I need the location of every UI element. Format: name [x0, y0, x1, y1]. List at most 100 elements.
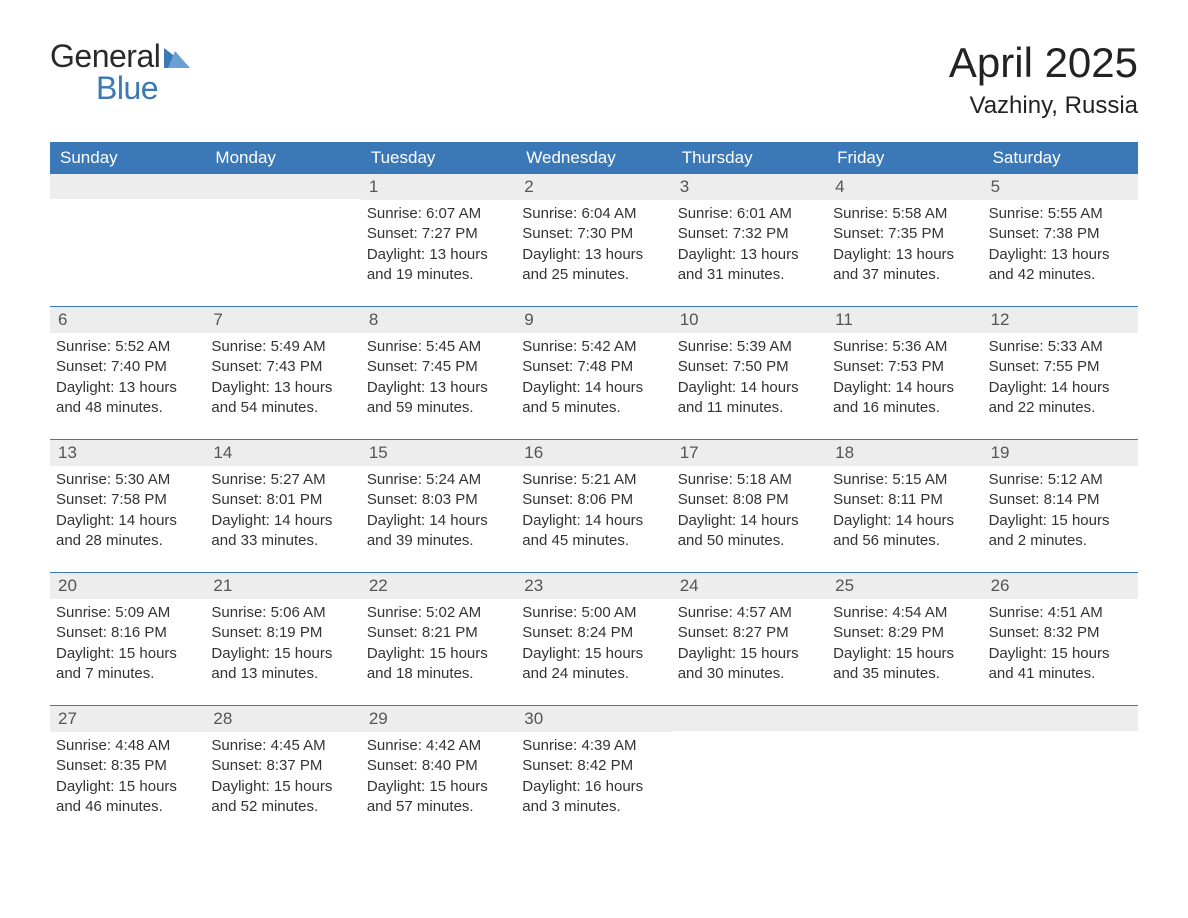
calendar-cell: 25Sunrise: 4:54 AMSunset: 8:29 PMDayligh…	[827, 573, 982, 691]
calendar-cell: 4Sunrise: 5:58 AMSunset: 7:35 PMDaylight…	[827, 174, 982, 292]
cell-body: Sunrise: 5:45 AMSunset: 7:45 PMDaylight:…	[361, 333, 516, 422]
calendar-cell: 18 Sunrise: 5:15 AMSunset: 8:11 PMDayligh…	[827, 440, 982, 558]
cell-sunset: Sunset: 8:37 PM	[211, 756, 354, 776]
cell-daylight2: and 3 minutes.	[522, 797, 665, 817]
cell-daylight2: and 18 minutes.	[367, 664, 510, 684]
cell-sunrise: Sunrise: 5:02 AM	[367, 603, 510, 623]
cell-sunrise: Sunrise: 4:48 AM	[56, 736, 199, 756]
calendar-cell: 12Sunrise: 5:33 AMSunset: 7:55 PMDayligh…	[983, 307, 1138, 425]
cell-daylight1: Daylight: 14 hours	[833, 511, 976, 531]
cell-daylight2: and 11 minutes.	[678, 398, 821, 418]
cell-daylight2: and 48 minutes.	[56, 398, 199, 418]
cell-sunset: Sunset: 8:16 PM	[56, 623, 199, 643]
calendar-cell: 1Sunrise: 6:07 AMSunset: 7:27 PMDaylight…	[361, 174, 516, 292]
location-label: Vazhiny, Russia	[949, 92, 1138, 120]
calendar-cell: 26Sunrise: 4:51 AMSunset: 8:32 PMDayligh…	[983, 573, 1138, 691]
date-number: 22	[361, 573, 516, 599]
cell-sunrise: Sunrise: 5:55 AM	[989, 204, 1132, 224]
cell-sunrise: Sunrise: 5:15 AM	[833, 470, 976, 490]
cell-body: Sunrise: 4:48 AMSunset: 8:35 PMDaylight:…	[50, 732, 205, 821]
brand-word1: General	[50, 40, 160, 72]
calendar-cell: 24Sunrise: 4:57 AMSunset: 8:27 PMDayligh…	[672, 573, 827, 691]
date-number: 17	[672, 440, 827, 466]
date-number: 2	[516, 174, 671, 200]
page-title: April 2025	[949, 40, 1138, 86]
calendar-cell: 2Sunrise: 6:04 AMSunset: 7:30 PMDaylight…	[516, 174, 671, 292]
cell-daylight1: Daylight: 14 hours	[678, 511, 821, 531]
cell-sunrise: Sunrise: 5:00 AM	[522, 603, 665, 623]
date-number: 25	[827, 573, 982, 599]
week-row: 13Sunrise: 5:30 AMSunset: 7:58 PMDayligh…	[50, 439, 1138, 558]
date-number: 1	[361, 174, 516, 200]
calendar-cell: 14Sunrise: 5:27 AMSunset: 8:01 PMDayligh…	[205, 440, 360, 558]
week-row: 27Sunrise: 4:48 AMSunset: 8:35 PMDayligh…	[50, 705, 1138, 824]
cell-sunset: Sunset: 8:19 PM	[211, 623, 354, 643]
cell-body	[672, 731, 827, 739]
weeks-container: 1Sunrise: 6:07 AMSunset: 7:27 PMDaylight…	[50, 174, 1138, 824]
cell-sunset: Sunset: 8:40 PM	[367, 756, 510, 776]
cell-daylight1: Daylight: 13 hours	[211, 378, 354, 398]
calendar-cell: 11Sunrise: 5:36 AMSunset: 7:53 PMDayligh…	[827, 307, 982, 425]
calendar-cell	[205, 174, 360, 292]
cell-sunset: Sunset: 7:45 PM	[367, 357, 510, 377]
date-number: 12	[983, 307, 1138, 333]
dayname-sat: Saturday	[983, 142, 1138, 174]
date-number: 29	[361, 706, 516, 732]
week-row: 6Sunrise: 5:52 AMSunset: 7:40 PMDaylight…	[50, 306, 1138, 425]
cell-sunrise: Sunrise: 4:57 AM	[678, 603, 821, 623]
cell-sunrise: Sunrise: 5:45 AM	[367, 337, 510, 357]
cell-body	[983, 731, 1138, 739]
date-number: 27	[50, 706, 205, 732]
cell-daylight1: Daylight: 14 hours	[522, 378, 665, 398]
cell-body	[205, 199, 360, 207]
cell-daylight2: and 35 minutes.	[833, 664, 976, 684]
cell-sunrise: Sunrise: 5:52 AM	[56, 337, 199, 357]
cell-daylight2: and 24 minutes.	[522, 664, 665, 684]
cell-daylight1: Daylight: 15 hours	[989, 644, 1132, 664]
calendar-cell	[50, 174, 205, 292]
cell-body: Sunrise: 6:04 AMSunset: 7:30 PMDaylight:…	[516, 200, 671, 289]
dayname-thu: Thursday	[672, 142, 827, 174]
cell-body: Sunrise: 4:54 AMSunset: 8:29 PMDaylight:…	[827, 599, 982, 688]
calendar-cell: 20Sunrise: 5:09 AMSunset: 8:16 PMDayligh…	[50, 573, 205, 691]
dayname-row: Sunday Monday Tuesday Wednesday Thursday…	[50, 142, 1138, 174]
cell-sunrise: Sunrise: 4:51 AM	[989, 603, 1132, 623]
date-number: 15	[361, 440, 516, 466]
calendar-cell: 30Sunrise: 4:39 AMSunset: 8:42 PMDayligh…	[516, 706, 671, 824]
cell-daylight1: Daylight: 15 hours	[56, 777, 199, 797]
cell-body: Sunrise: 5:55 AMSunset: 7:38 PMDaylight:…	[983, 200, 1138, 289]
cell-daylight2: and 42 minutes.	[989, 265, 1132, 285]
cell-daylight2: and 28 minutes.	[56, 531, 199, 551]
cell-daylight1: Daylight: 15 hours	[678, 644, 821, 664]
cell-daylight1: Daylight: 15 hours	[367, 777, 510, 797]
cell-daylight1: Daylight: 14 hours	[367, 511, 510, 531]
date-number	[983, 706, 1138, 731]
date-number: 18	[827, 440, 982, 466]
cell-daylight1: Daylight: 13 hours	[522, 245, 665, 265]
calendar-cell: 10Sunrise: 5:39 AMSunset: 7:50 PMDayligh…	[672, 307, 827, 425]
calendar-cell: 6Sunrise: 5:52 AMSunset: 7:40 PMDaylight…	[50, 307, 205, 425]
cell-body	[827, 731, 982, 739]
cell-sunset: Sunset: 8:01 PM	[211, 490, 354, 510]
cell-daylight2: and 16 minutes.	[833, 398, 976, 418]
cell-sunset: Sunset: 8:32 PM	[989, 623, 1132, 643]
cell-daylight2: and 25 minutes.	[522, 265, 665, 285]
cell-sunset: Sunset: 7:48 PM	[522, 357, 665, 377]
cell-sunset: Sunset: 8:14 PM	[989, 490, 1132, 510]
header: General Blue April 2025 Vazhiny, Russia	[50, 40, 1138, 120]
cell-body: Sunrise: 5:21 AMSunset: 8:06 PMDaylight:…	[516, 466, 671, 555]
cell-body: Sunrise: 6:01 AMSunset: 7:32 PMDaylight:…	[672, 200, 827, 289]
cell-daylight2: and 59 minutes.	[367, 398, 510, 418]
cell-body: Sunrise: 5:42 AMSunset: 7:48 PMDaylight:…	[516, 333, 671, 422]
cell-body: Sunrise: 5:12 AMSunset: 8:14 PMDaylight:…	[983, 466, 1138, 555]
cell-sunset: Sunset: 8:27 PM	[678, 623, 821, 643]
cell-sunrise: Sunrise: 4:54 AM	[833, 603, 976, 623]
calendar-cell: 28Sunrise: 4:45 AMSunset: 8:37 PMDayligh…	[205, 706, 360, 824]
calendar-cell: 7Sunrise: 5:49 AMSunset: 7:43 PMDaylight…	[205, 307, 360, 425]
cell-sunset: Sunset: 8:11 PM	[833, 490, 976, 510]
cell-daylight1: Daylight: 14 hours	[833, 378, 976, 398]
cell-sunset: Sunset: 8:29 PM	[833, 623, 976, 643]
date-number: 11	[827, 307, 982, 333]
calendar-cell	[672, 706, 827, 824]
cell-body: Sunrise: 5:33 AMSunset: 7:55 PMDaylight:…	[983, 333, 1138, 422]
